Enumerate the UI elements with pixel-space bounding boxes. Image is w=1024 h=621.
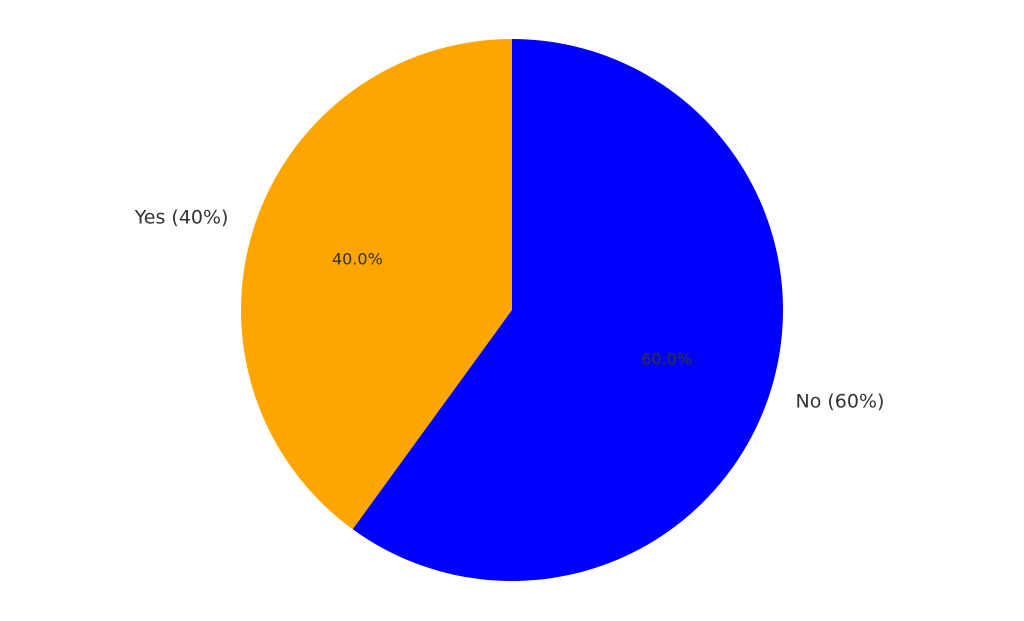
slice-percent-1: 60.0% bbox=[641, 350, 692, 369]
pie-slices bbox=[241, 39, 784, 582]
slice-label-1: No (60%) bbox=[796, 391, 885, 413]
pie-slice-0 bbox=[241, 39, 512, 530]
slice-label-0: Yes (40%) bbox=[134, 206, 229, 228]
pie-slice-1 bbox=[352, 39, 784, 582]
slice-percent-0: 40.0% bbox=[332, 249, 383, 268]
pie-labels: Yes (40%) 40.0% No (60%) 60.0% bbox=[134, 206, 885, 412]
